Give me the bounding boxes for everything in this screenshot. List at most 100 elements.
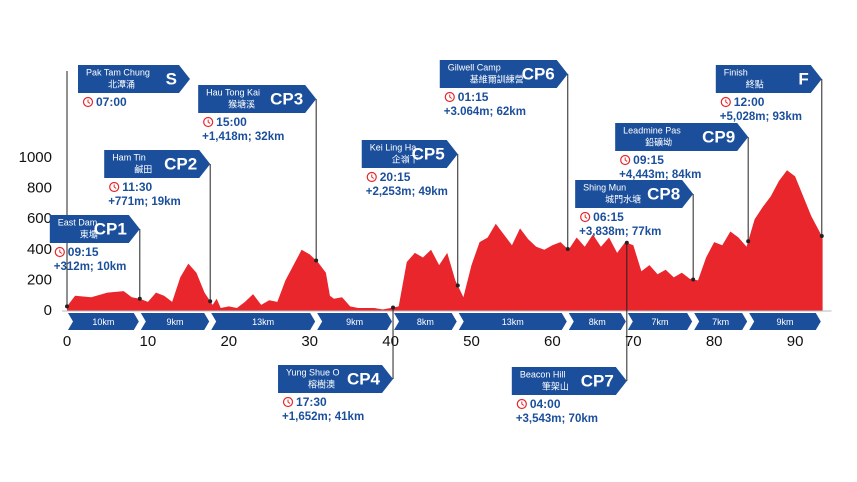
checkpoint-code: CP1 — [94, 219, 127, 238]
checkpoint-code: CP9 — [702, 127, 735, 146]
checkpoint-name-zh: 筆架山 — [542, 380, 569, 391]
checkpoint-name-zh: 終點 — [746, 78, 764, 89]
checkpoint-dot — [314, 258, 319, 263]
checkpoint-name: Gilwell Camp — [448, 62, 501, 72]
clock-icon — [620, 154, 631, 166]
checkpoint-box — [361, 140, 458, 168]
checkpoint-time: 17:30 — [296, 395, 327, 409]
checkpoint-name: Yung Shue O — [286, 367, 340, 377]
checkpoint-name: Beacon Hill — [520, 369, 566, 379]
checkpoint-time: 09:15 — [68, 245, 99, 259]
y-tick-label: 400 — [27, 241, 52, 258]
checkpoint-time: 01:15 — [458, 90, 489, 104]
checkpoint-box — [78, 65, 190, 93]
checkpoint-time: 20:15 — [380, 170, 411, 184]
x-tick-label: 0 — [63, 333, 71, 350]
checkpoint-gain: +312m; 10km — [54, 261, 127, 273]
checkpoint-time: 11:30 — [122, 180, 152, 194]
checkpoint-name: Hau Tong Kai — [206, 87, 260, 97]
checkpoint-name: Pak Tam Chung — [86, 67, 150, 77]
clock-icon — [82, 96, 94, 108]
checkpoint-gain: +1,652m; 41km — [282, 411, 364, 423]
clock-hand — [207, 119, 211, 124]
checkpoint-gain: +1,418m; 32km — [202, 131, 284, 143]
clock-icon — [109, 181, 120, 193]
clock-icon — [580, 211, 591, 223]
checkpoint-code: S — [166, 69, 177, 88]
checkpoint-box — [439, 60, 568, 88]
checkpoint-time: 04:00 — [530, 397, 561, 411]
segment-arrow — [749, 313, 821, 330]
checkpoint-dot — [565, 247, 570, 252]
x-tick-label: 80 — [706, 333, 723, 350]
checkpoint-box — [278, 365, 394, 393]
segment-label: 9km — [346, 317, 363, 327]
y-tick-label: 200 — [27, 271, 52, 288]
segment-arrow — [68, 313, 139, 330]
x-tick-label: 90 — [787, 333, 804, 350]
checkpoint-dot — [391, 305, 396, 310]
checkpoint-dot — [819, 234, 824, 239]
checkpoint-gain: +5,028m; 93km — [720, 111, 802, 123]
checkpoint-gain: +771m; 19km — [108, 196, 181, 208]
checkpoint-gain: +4,443m; 84km — [619, 169, 701, 181]
checkpoint-code: CP3 — [270, 89, 303, 108]
clock-icon — [203, 116, 214, 128]
elevation-area — [67, 170, 823, 311]
segment-label: 9km — [776, 317, 793, 327]
checkpoint-code: CP4 — [347, 369, 381, 388]
segment-arrow — [694, 313, 748, 330]
segment-label: 8km — [417, 317, 434, 327]
checkpoint-name-zh: 北潭涌 — [108, 79, 135, 89]
checkpoint-code: CP2 — [164, 154, 197, 173]
checkpoint-time: 06:15 — [593, 210, 624, 224]
x-tick-label: 70 — [625, 333, 642, 350]
checkpoint-name-zh: 鉛礦坳 — [645, 136, 672, 147]
checkpoint-dot — [65, 304, 69, 309]
segment-arrow — [211, 313, 316, 330]
x-tick-label: 40 — [382, 333, 399, 350]
checkpoint-box — [198, 85, 317, 113]
checkpoint-name: Ham Tin — [112, 152, 146, 162]
checkpoint-name: Leadmine Pas — [623, 125, 681, 135]
checkpoint-dot — [137, 296, 142, 301]
segment-arrow — [568, 313, 626, 330]
clock-hand — [59, 249, 63, 254]
segment-label: 10km — [92, 317, 114, 327]
clock-icon — [54, 246, 65, 258]
checkpoint-time: 09:15 — [633, 153, 664, 167]
checkpoint-code: CP6 — [522, 64, 555, 83]
checkpoint-gain: +3,543m; 70km — [516, 413, 598, 425]
checkpoint-name-zh: 榕樹澳 — [308, 378, 335, 389]
clock-icon — [282, 396, 294, 408]
checkpoint-name: East Dam — [58, 217, 98, 227]
clock-hand — [449, 94, 453, 99]
clock-icon — [366, 171, 377, 183]
segment-arrow — [317, 313, 393, 330]
checkpoint-gain: +2,253m; 49km — [366, 186, 448, 198]
checkpoint-time: 07:00 — [96, 95, 127, 109]
checkpoint-gain: +3.064m; 62km — [444, 106, 526, 118]
segment-arrow — [140, 313, 210, 330]
clock-hand — [287, 399, 291, 404]
x-tick-label: 10 — [140, 333, 157, 350]
checkpoint-code: CP8 — [647, 184, 680, 203]
segment-label: 13km — [252, 317, 274, 327]
checkpoint-name: Shing Mun — [583, 182, 626, 192]
checkpoint-name-zh: 鹹田 — [134, 163, 152, 174]
checkpoint-time: 15:00 — [216, 115, 247, 129]
checkpoint-time: 12:00 — [734, 95, 765, 109]
x-tick-label: 50 — [463, 333, 480, 350]
clock-hand — [584, 214, 588, 219]
segment-label: 8km — [589, 317, 606, 327]
checkpoint-code: F — [798, 69, 808, 88]
x-tick-label: 20 — [220, 333, 237, 350]
segment-label: 13km — [502, 317, 524, 327]
clock-icon — [720, 96, 731, 108]
y-tick-label: 600 — [27, 210, 52, 227]
x-tick-label: 60 — [544, 333, 561, 350]
checkpoint-box — [715, 65, 822, 93]
checkpoint-name: Finish — [724, 67, 748, 77]
clock-hand — [87, 99, 91, 104]
checkpoint-box — [575, 180, 694, 208]
